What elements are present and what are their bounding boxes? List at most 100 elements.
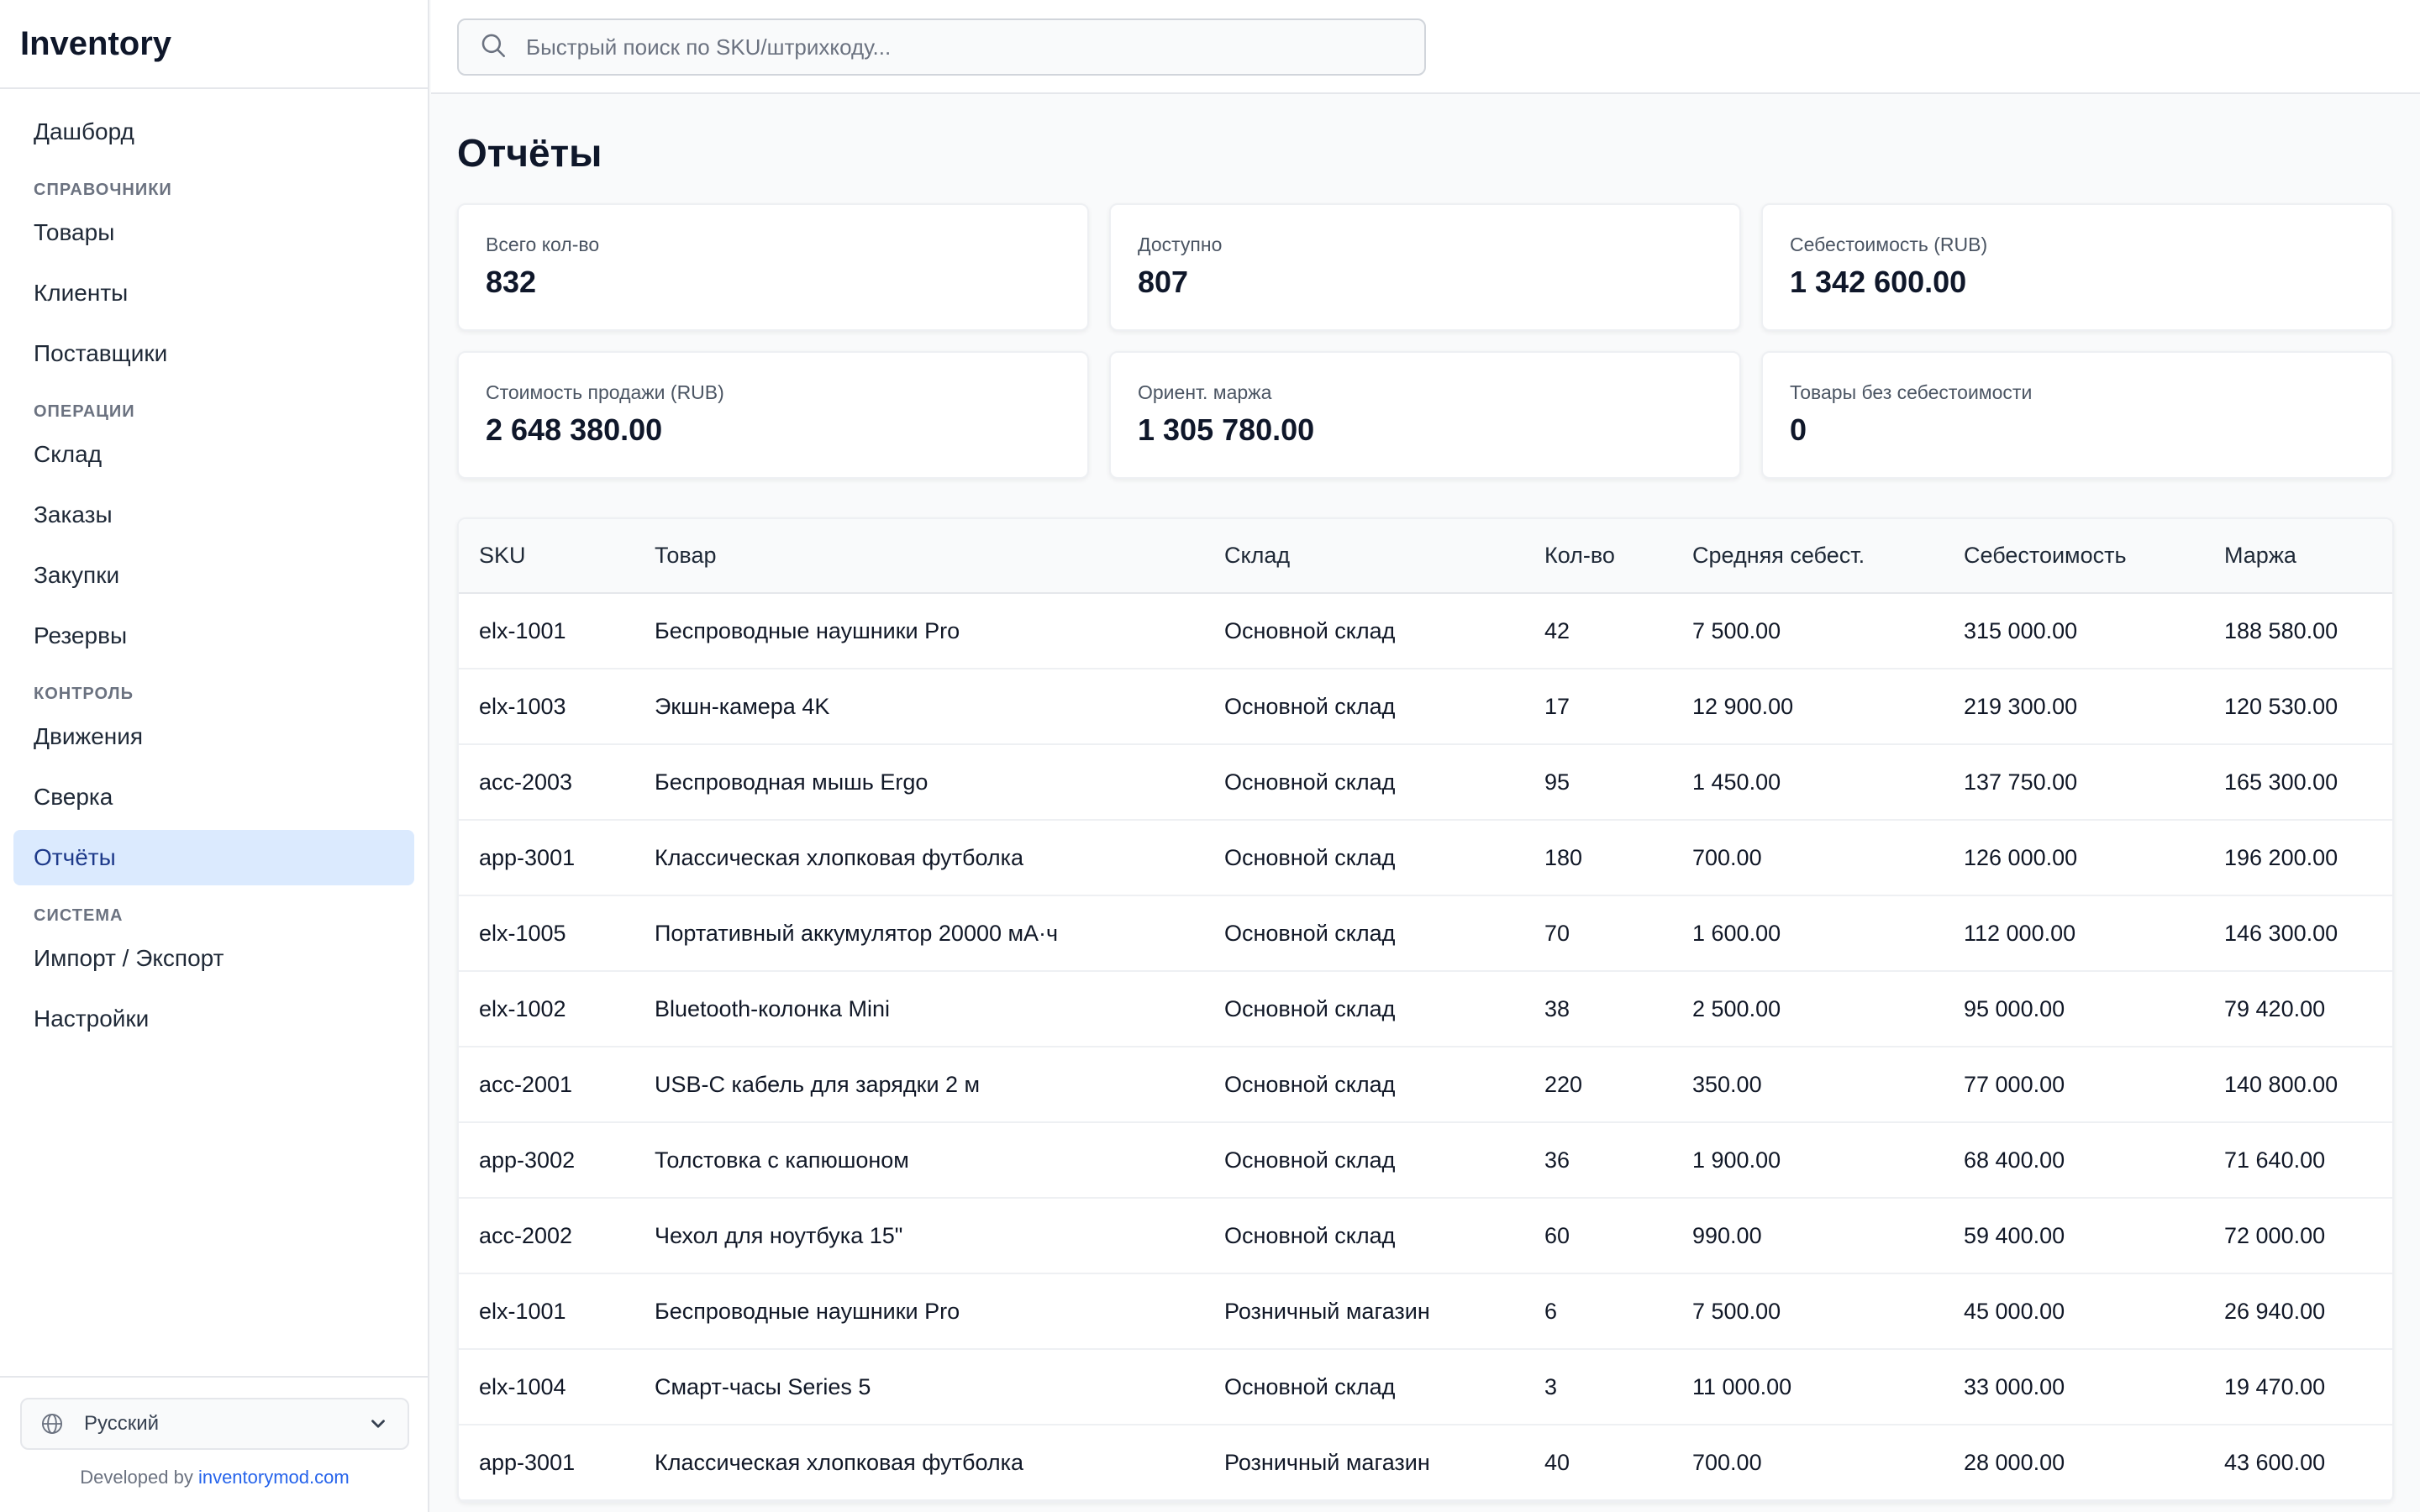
table-cell: 2 500.00 [1672,971,1944,1047]
table-cell: 3 [1524,1349,1672,1425]
table-cell: 700.00 [1672,1425,1944,1501]
sidebar-item-products[interactable]: Товары [34,219,115,245]
table-body: elx-1001 Беспроводные наушники Pro Основно… [459,593,2392,1501]
column-header[interactable]: Склад [1204,519,1524,594]
sidebar-item-settings[interactable]: Настройки [34,1005,150,1032]
stat-label: Стоимость продажи (RUB) [486,381,724,403]
column-header[interactable]: Себестоимость [1944,519,2204,594]
table-cell: 95 000.00 [1944,971,2204,1047]
table-cell: Классическая хлопковая футболка [634,1425,1204,1501]
sidebar-item-movements[interactable]: Движения [34,723,144,749]
stat-label: Всего кол-во [486,234,600,255]
sidebar-item-orders[interactable]: Заказы [34,501,113,528]
table-row[interactable]: app-3001 Классическая хлопковая футболка О… [459,820,2392,896]
table-cell: elx-1005 [459,895,634,972]
search-icon [479,31,526,64]
table-row[interactable]: elx-1001 Беспроводные наушники Pro Основно… [459,593,2392,669]
table-cell: 70 [1524,895,1672,972]
sidebar-item-import-export[interactable]: Импорт / Экспорт [34,945,224,971]
table-cell: Беспроводные наушники Pro [634,593,1204,669]
table-row[interactable]: elx-1001 Беспроводные наушники Pro Розничн… [459,1273,2392,1350]
table-cell: Розничный магазин [1204,1273,1524,1350]
table-cell: 1 450.00 [1672,744,1944,821]
table-row[interactable]: elx-1005 Портативный аккумулятор 20000 мА… [459,895,2392,972]
column-header[interactable]: Маржа [2204,519,2392,594]
table-cell: Основной склад [1204,895,1524,972]
sidebar-item-reports[interactable]: Отчёты [13,830,414,885]
table-cell: 350.00 [1672,1047,1944,1123]
search-box[interactable] [457,18,1426,76]
main-content: Отчёты Всего кол-во 832 Доступно 807 Себесто… [457,94,2394,1503]
stat-value: 1 342 600.00 [1790,265,1967,299]
table-cell: 43 600.00 [2204,1425,2392,1501]
column-header[interactable]: Товар [634,519,1204,594]
table-row[interactable]: acc-2001 USB-C кабель для зарядки 2 м Осно… [459,1047,2392,1123]
table-cell: 990.00 [1672,1198,1944,1274]
globe-icon [40,1412,64,1436]
table-cell: Bluetooth-колонка Mini [634,971,1204,1047]
language-label: Русский [84,1412,160,1435]
table-cell: 140 800.00 [2204,1047,2392,1123]
stat-value: 1 305 780.00 [1138,412,1315,447]
table-cell: Основной склад [1204,1122,1524,1199]
sidebar-nav: Дашборд Справочники Товары Клиенты Поставщик… [0,89,428,1047]
table-cell: 19 470.00 [2204,1349,2392,1425]
table-cell: Толстовка с капюшоном [634,1122,1204,1199]
table-cell: 165 300.00 [2204,744,2392,821]
table-row[interactable]: elx-1002 Bluetooth-колонка Mini Основной с… [459,971,2392,1047]
developer-credit: Developed by inventorymod.com [20,1467,409,1488]
sidebar-footer: Русский Developed by inventorymod.com [0,1376,429,1512]
table-cell: acc-2001 [459,1047,634,1123]
table-cell: 146 300.00 [2204,895,2392,972]
table-row[interactable]: elx-1004 Смарт-часы Series 5 Основной скла… [459,1349,2392,1425]
search-input[interactable] [526,34,1400,60]
table-cell: Экшн-камера 4K [634,669,1204,745]
sidebar-item-dashboard[interactable]: Дашборд [34,118,134,144]
stat-value: 807 [1138,265,1189,299]
app-title: Inventory [0,0,428,89]
table-row[interactable]: app-3001 Классическая хлопковая футболка Р… [459,1425,2392,1501]
table-cell: app-3001 [459,820,634,896]
table-header-row: SKU Товар Склад Кол-во Средняя себест. Себест… [459,519,2392,594]
table-cell: 77 000.00 [1944,1047,2204,1123]
table-cell: 196 200.00 [2204,820,2392,896]
table-cell: Основной склад [1204,1349,1524,1425]
sidebar-item-reconciliation[interactable]: Сверка [34,784,113,810]
column-header[interactable]: SKU [459,519,634,594]
table-row[interactable]: acc-2002 Чехол для ноутбука 15" Основной с… [459,1198,2392,1274]
sidebar-item-reserves[interactable]: Резервы [34,622,128,648]
table-cell: 42 [1524,593,1672,669]
sidebar-item-clients[interactable]: Клиенты [34,280,129,306]
table-row[interactable]: elx-1003 Экшн-камера 4K Основной склад 17 12… [459,669,2392,745]
stat-value: 832 [486,265,537,299]
table-row[interactable]: app-3002 Толстовка с капюшоном Основной ск… [459,1122,2392,1199]
stat-label: Себестоимость (RUB) [1790,234,1988,255]
table-cell: 72 000.00 [2204,1198,2392,1274]
table-cell: Основной склад [1204,744,1524,821]
stat-label: Доступно [1138,234,1223,255]
table-cell: USB-C кабель для зарядки 2 м [634,1047,1204,1123]
table-cell: 220 [1524,1047,1672,1123]
table-cell: 45 000.00 [1944,1273,2204,1350]
table-cell: Беспроводная мышь Ergo [634,744,1204,821]
column-header[interactable]: Средняя себест. [1672,519,1944,594]
table-cell: 68 400.00 [1944,1122,2204,1199]
stat-card: Доступно 807 [1109,203,1741,331]
column-header[interactable]: Кол-во [1524,519,1672,594]
sidebar-item-warehouse[interactable]: Склад [34,441,103,467]
developer-link[interactable]: inventorymod.com [197,1467,350,1488]
sidebar-item-purchases[interactable]: Закупки [34,562,120,588]
table-cell: Основной склад [1204,820,1524,896]
table-cell: elx-1001 [459,593,634,669]
table-row[interactable]: acc-2003 Беспроводная мышь Ergo Основной с… [459,744,2392,821]
table-cell: 7 500.00 [1672,593,1944,669]
stat-label: Ориент. маржа [1138,381,1272,403]
table-cell: 6 [1524,1273,1672,1350]
table-cell: 71 640.00 [2204,1122,2392,1199]
table-cell: Основной склад [1204,971,1524,1047]
sidebar-item-suppliers[interactable]: Поставщики [34,340,168,366]
language-select[interactable]: Русский [20,1398,409,1450]
table-cell: 36 [1524,1122,1672,1199]
table-cell: Основной склад [1204,1198,1524,1274]
table-cell: elx-1004 [459,1349,634,1425]
